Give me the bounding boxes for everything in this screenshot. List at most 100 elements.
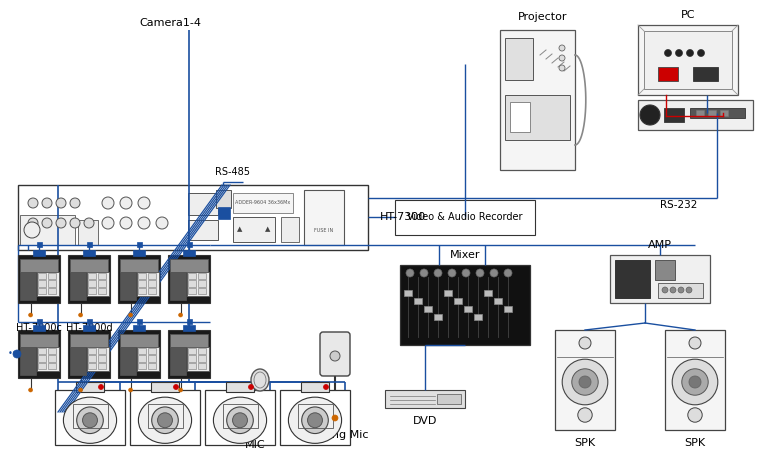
Bar xyxy=(137,272,159,296)
Bar xyxy=(188,363,196,370)
Bar xyxy=(644,31,732,89)
Bar xyxy=(464,306,472,312)
Circle shape xyxy=(24,222,40,238)
Circle shape xyxy=(70,198,80,208)
Circle shape xyxy=(179,388,183,392)
Bar xyxy=(437,394,461,404)
Bar xyxy=(510,102,530,132)
Bar xyxy=(424,306,432,312)
Text: AMP: AMP xyxy=(648,240,672,250)
Bar xyxy=(120,272,136,300)
Bar xyxy=(148,404,183,428)
Circle shape xyxy=(578,408,592,422)
Bar xyxy=(68,255,110,303)
Bar xyxy=(88,273,96,279)
Bar xyxy=(70,259,108,272)
Bar xyxy=(148,280,156,287)
Bar xyxy=(658,67,678,81)
Circle shape xyxy=(84,218,94,228)
Bar xyxy=(151,382,179,392)
Circle shape xyxy=(678,287,684,293)
Bar xyxy=(198,288,206,295)
Circle shape xyxy=(102,197,114,209)
Circle shape xyxy=(559,45,565,51)
Bar xyxy=(226,382,254,392)
Text: ▲: ▲ xyxy=(237,226,243,232)
Bar xyxy=(188,273,196,279)
Bar xyxy=(494,298,502,304)
Bar xyxy=(138,288,146,295)
Bar xyxy=(500,30,575,170)
Bar xyxy=(188,288,196,295)
Bar xyxy=(198,348,206,354)
Bar xyxy=(148,348,156,354)
Circle shape xyxy=(129,313,132,317)
Bar xyxy=(87,242,91,248)
Bar xyxy=(83,325,95,331)
Bar xyxy=(37,347,59,371)
Circle shape xyxy=(686,50,693,56)
Bar xyxy=(83,250,95,256)
Bar xyxy=(18,330,60,378)
Bar xyxy=(87,319,91,325)
Circle shape xyxy=(13,350,21,358)
Bar xyxy=(187,347,209,371)
Bar xyxy=(658,283,703,298)
Circle shape xyxy=(559,65,565,71)
Circle shape xyxy=(158,413,173,428)
Text: Meeting Mic: Meeting Mic xyxy=(301,430,369,440)
Circle shape xyxy=(662,287,668,293)
Text: Video & Audio Recorder: Video & Audio Recorder xyxy=(407,212,523,222)
Circle shape xyxy=(689,376,701,388)
Bar xyxy=(655,260,675,280)
Circle shape xyxy=(688,408,702,422)
Bar xyxy=(137,347,159,371)
Bar xyxy=(38,273,46,279)
Text: ADDER-9604 36x36Mx: ADDER-9604 36x36Mx xyxy=(235,201,291,205)
Bar xyxy=(186,242,192,248)
Text: MIC: MIC xyxy=(245,440,266,450)
Bar xyxy=(70,272,86,300)
Bar xyxy=(301,382,329,392)
Bar xyxy=(76,382,104,392)
Bar xyxy=(170,259,208,272)
Bar xyxy=(186,319,192,325)
Bar xyxy=(48,280,56,287)
Bar xyxy=(98,273,107,279)
Bar xyxy=(38,363,46,370)
Bar xyxy=(136,319,142,325)
Text: RS-232: RS-232 xyxy=(660,200,697,210)
Bar xyxy=(233,193,293,213)
Bar xyxy=(48,288,56,295)
Bar xyxy=(665,330,725,430)
Bar xyxy=(68,330,110,378)
Bar xyxy=(48,356,56,362)
Circle shape xyxy=(476,269,484,277)
Bar xyxy=(222,404,257,428)
Circle shape xyxy=(174,385,179,389)
Bar xyxy=(183,325,196,331)
Bar xyxy=(205,390,275,445)
Bar xyxy=(233,217,275,242)
Bar xyxy=(18,185,368,250)
Bar xyxy=(18,255,60,303)
Circle shape xyxy=(138,217,150,229)
Bar xyxy=(615,260,650,298)
Bar xyxy=(708,110,716,116)
Bar xyxy=(70,334,108,348)
Bar xyxy=(281,217,299,242)
Bar xyxy=(132,325,145,331)
Circle shape xyxy=(102,217,114,229)
Bar xyxy=(664,108,684,122)
Circle shape xyxy=(77,407,103,433)
Bar xyxy=(404,290,412,296)
Circle shape xyxy=(579,376,591,388)
Text: ▲: ▲ xyxy=(266,226,271,232)
Bar xyxy=(33,250,46,256)
Bar xyxy=(138,356,146,362)
Circle shape xyxy=(301,407,328,433)
Text: Projector: Projector xyxy=(517,12,567,22)
Bar xyxy=(48,273,56,279)
Circle shape xyxy=(572,369,598,395)
Bar xyxy=(183,250,196,256)
